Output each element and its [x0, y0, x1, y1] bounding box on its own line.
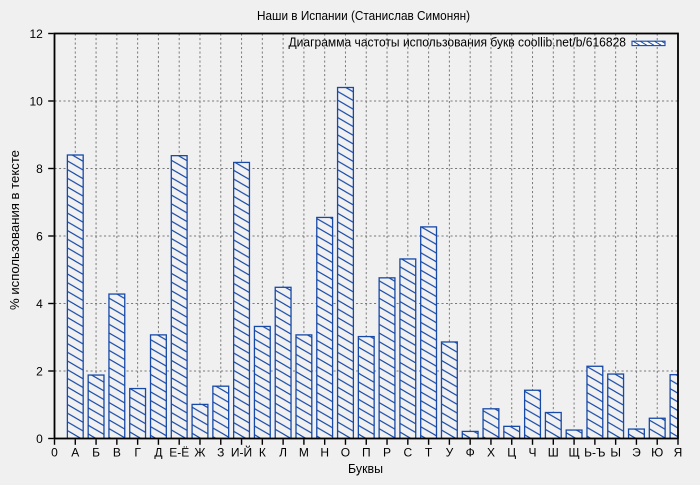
svg-text:Я: Я [674, 446, 683, 460]
svg-text:10: 10 [29, 94, 43, 108]
svg-text:Р: Р [383, 446, 391, 460]
svg-text:В: В [113, 446, 121, 460]
svg-text:М: М [299, 446, 309, 460]
svg-text:Ж: Ж [194, 446, 205, 460]
svg-text:Ы: Ы [610, 446, 621, 460]
svg-text:К: К [259, 446, 266, 460]
svg-text:12: 12 [29, 27, 43, 41]
svg-text:Ь-Ъ: Ь-Ъ [584, 446, 605, 460]
svg-text:Б: Б [92, 446, 100, 460]
svg-text:Ч: Ч [529, 446, 537, 460]
svg-text:У: У [446, 446, 454, 460]
svg-text:Д: Д [154, 446, 162, 460]
svg-text:Диаграмма частоты использовани: Диаграмма частоты использования букв coo… [289, 35, 627, 49]
svg-text:6: 6 [36, 229, 43, 243]
svg-text:Э: Э [632, 446, 641, 460]
svg-text:2: 2 [36, 364, 43, 378]
svg-text:И-Й: И-Й [231, 445, 252, 460]
svg-text:А: А [71, 446, 79, 460]
svg-text:Наши в Испании (Станислав Симо: Наши в Испании (Станислав Симонян) [257, 9, 470, 23]
svg-text:Ц: Ц [507, 446, 516, 460]
svg-text:О: О [341, 446, 350, 460]
svg-text:Ю: Ю [651, 446, 663, 460]
svg-text:П: П [362, 446, 371, 460]
svg-text:Х: Х [487, 446, 495, 460]
svg-text:% использования в тексте: % использования в тексте [8, 150, 22, 310]
svg-text:Е-Ё: Е-Ё [169, 446, 189, 460]
svg-text:Ф: Ф [466, 446, 475, 460]
svg-text:Ш: Ш [548, 446, 559, 460]
svg-text:0: 0 [51, 446, 58, 460]
svg-text:Буквы: Буквы [348, 462, 383, 476]
svg-text:С: С [403, 446, 412, 460]
svg-text:Л: Л [279, 446, 287, 460]
svg-text:З: З [217, 446, 224, 460]
svg-text:Н: Н [320, 446, 329, 460]
svg-text:4: 4 [36, 297, 43, 311]
svg-text:Т: Т [425, 446, 433, 460]
svg-text:8: 8 [36, 162, 43, 176]
svg-text:0: 0 [36, 432, 43, 446]
svg-text:Г: Г [134, 446, 141, 460]
svg-text:Щ: Щ [568, 446, 579, 460]
